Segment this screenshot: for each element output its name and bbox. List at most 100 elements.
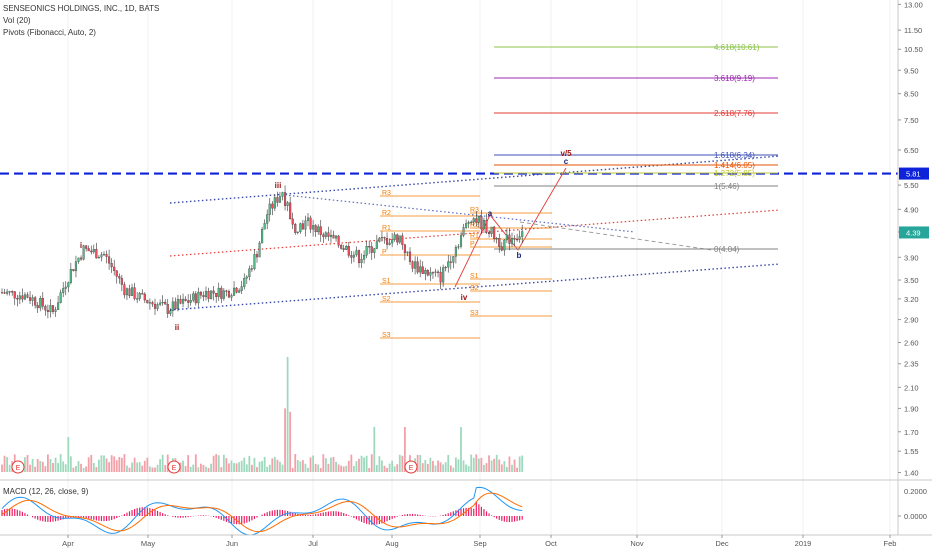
candle-body: [212, 290, 215, 294]
volume-bar: [54, 457, 57, 472]
time-tick-label: Dec: [715, 539, 729, 548]
volume-bar: [475, 454, 478, 472]
volume-bar: [281, 464, 284, 472]
volume-bar: [360, 455, 363, 472]
candle-body: [393, 234, 396, 240]
earnings-marker-label: E: [172, 465, 177, 472]
volume-bar: [202, 464, 205, 472]
volume-bar: [495, 454, 498, 472]
volume-bar: [251, 464, 253, 472]
volume-bar: [8, 464, 11, 472]
volume-bar: [128, 467, 131, 472]
price-tick-label: 6.50: [904, 146, 919, 155]
volume-bar: [230, 460, 233, 472]
candle-body: [503, 239, 506, 251]
candle-body: [199, 291, 202, 296]
volume-bar: [302, 460, 304, 472]
volume-bar: [39, 461, 42, 472]
price-tick-label: 10.50: [904, 45, 923, 54]
candle-body: [465, 223, 468, 228]
candle-body: [77, 257, 80, 262]
candle-body: [350, 255, 353, 258]
candle-body: [255, 254, 259, 258]
trend-channel-lines: [0, 155, 898, 311]
candle-body: [521, 231, 524, 237]
volume-bar: [75, 465, 77, 472]
candle-body: [240, 286, 243, 291]
candle-body: [21, 295, 24, 300]
candle-body: [299, 223, 302, 233]
candle-body: [179, 299, 182, 304]
candle-body: [324, 232, 327, 237]
volume-bar: [205, 466, 207, 472]
price-tick-label: 1.55: [904, 447, 919, 456]
volume-bar: [210, 463, 212, 472]
volume-bar: [31, 458, 34, 472]
wave-label: i: [80, 241, 82, 250]
candle-body: [266, 214, 269, 224]
price-tick-label: 9.50: [904, 66, 919, 75]
candle-body: [365, 246, 368, 256]
candle-body: [31, 297, 34, 301]
candle-body: [283, 192, 287, 206]
candle-body: [406, 251, 409, 254]
candle-body: [192, 293, 195, 301]
volume-bar: [212, 455, 215, 472]
volume-bar: [92, 462, 95, 472]
price-badge-label: 4.39: [906, 228, 921, 237]
macd-pane: [1, 486, 523, 536]
volume-bar: [381, 460, 383, 472]
candle-body: [436, 271, 440, 273]
volume-bar: [312, 455, 314, 472]
volume-bar: [439, 462, 442, 472]
volume-bar: [59, 454, 62, 472]
price-tick-label: 7.50: [904, 116, 919, 125]
candle-body: [419, 266, 422, 273]
candle-body: [447, 261, 450, 268]
candle-body: [493, 226, 496, 239]
volume-bar: [309, 457, 312, 472]
candle-body: [490, 226, 493, 235]
candle-body: [388, 242, 391, 245]
candle-body: [215, 293, 218, 297]
wave-label: ii: [175, 323, 179, 332]
volume-bar: [136, 462, 139, 472]
volume-bar: [207, 467, 210, 472]
volume-bar: [36, 458, 39, 472]
volume-bar: [391, 460, 394, 472]
candle-body: [159, 302, 162, 305]
candle-body: [439, 271, 442, 283]
candle-body: [54, 309, 57, 312]
price-tick-label: 3.90: [904, 253, 919, 262]
candle-body: [90, 250, 93, 253]
candle-body: [424, 270, 427, 274]
volume-bar: [457, 459, 460, 472]
volume-bar: [156, 464, 159, 472]
candle-body: [472, 218, 475, 223]
volume-bar: [146, 457, 149, 472]
volume-bar: [141, 465, 144, 472]
volume-bar: [299, 461, 302, 472]
volume-bar: [335, 461, 337, 472]
candle-body: [11, 291, 14, 293]
fib-label: 0(4.04): [714, 245, 740, 254]
candle-body: [487, 232, 491, 235]
pivot-label: S2: [382, 296, 391, 303]
candle-body: [314, 225, 317, 233]
earnings-marker: [404, 460, 418, 474]
candle-body: [133, 287, 136, 299]
candle-body: [41, 298, 44, 307]
pivot-label: S2: [470, 285, 479, 292]
volume-bar: [506, 467, 508, 472]
volume-bar: [238, 462, 241, 472]
volume-bar: [347, 460, 350, 472]
volume-bar: [465, 464, 467, 472]
candle-body: [337, 235, 340, 246]
time-tick-label: Apr: [62, 539, 74, 548]
volume-bar: [57, 462, 59, 472]
volume-bar: [393, 466, 396, 472]
candle-body: [87, 248, 90, 252]
candle-body: [462, 227, 465, 236]
candle-body: [278, 196, 281, 203]
